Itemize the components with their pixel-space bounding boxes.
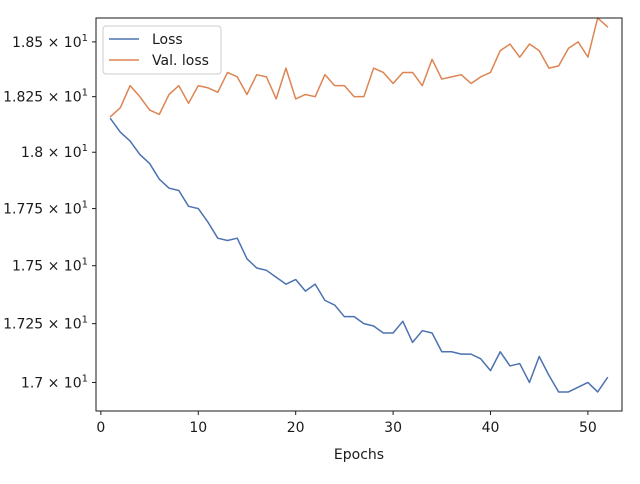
y-tick-label: 1.8 × 101 — [21, 143, 88, 161]
ticks-layer: 0 10 20 30 40 50 1.7 × 101 1.725 × 101 1.75 × 10… — [3, 33, 597, 436]
x-axis-label: Epochs — [334, 447, 384, 463]
x-tick-label: 0 — [96, 420, 105, 436]
x-tick-label: 10 — [189, 420, 207, 436]
y-tick-label: 1.85 × 101 — [12, 33, 88, 51]
y-tick-label: 1.825 × 101 — [3, 88, 88, 106]
series-layer — [109, 17, 609, 393]
y-tick-label: 1.775 × 101 — [3, 200, 88, 218]
y-tick-label: 1.75 × 101 — [12, 257, 88, 275]
legend: Loss Val. loss — [102, 25, 222, 75]
y-tick-label: 1.725 × 101 — [3, 315, 88, 333]
series-line-1 — [109, 117, 609, 393]
x-tick-label: 30 — [384, 420, 402, 436]
legend-label-2: Val. loss — [152, 53, 209, 69]
x-tick-label: 20 — [287, 420, 305, 436]
y-tick-label: 1.7 × 101 — [21, 373, 88, 391]
legend-label-1: Loss — [152, 32, 183, 48]
legend-box — [102, 25, 222, 75]
x-tick-label: 50 — [579, 420, 597, 436]
x-tick-label: 40 — [482, 420, 500, 436]
axes-frame — [95, 17, 623, 412]
series-line-2 — [109, 17, 609, 118]
